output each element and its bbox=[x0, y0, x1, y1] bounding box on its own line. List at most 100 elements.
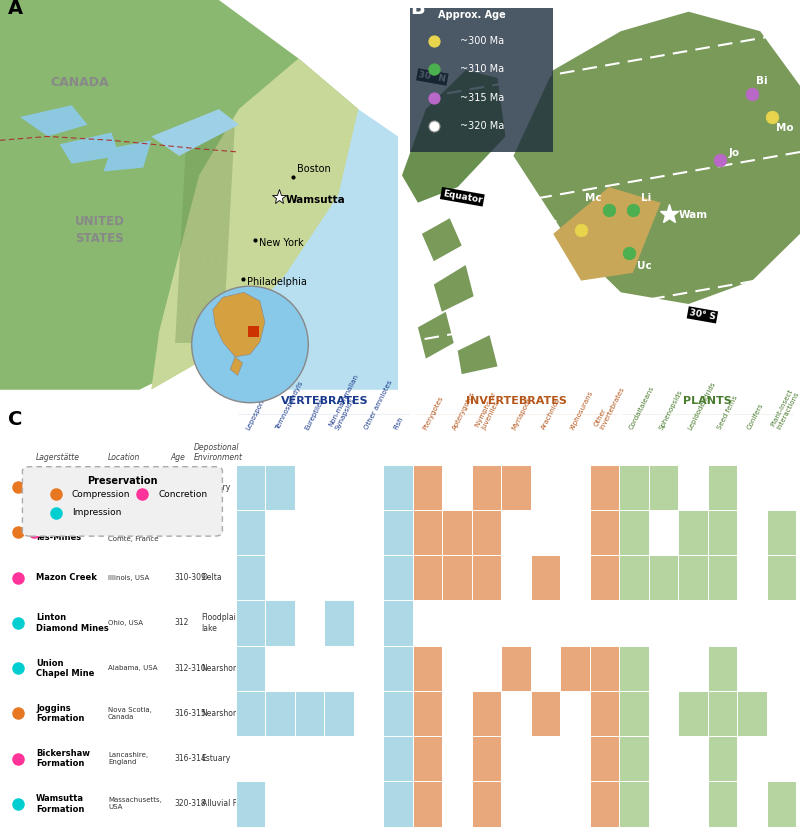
Text: Union
Chapel Mine: Union Chapel Mine bbox=[36, 659, 94, 678]
Bar bbox=[707, 736, 737, 782]
Text: Illinois, USA: Illinois, USA bbox=[108, 574, 150, 580]
Text: Cordaitaleans: Cordaitaleans bbox=[629, 386, 656, 431]
Bar bbox=[266, 736, 295, 782]
Bar bbox=[737, 464, 766, 510]
Bar bbox=[530, 600, 560, 645]
Text: Delta: Delta bbox=[202, 573, 222, 582]
Bar bbox=[383, 691, 413, 736]
Bar bbox=[766, 555, 796, 600]
Bar bbox=[707, 510, 737, 555]
Bar bbox=[707, 645, 737, 691]
Bar bbox=[560, 464, 590, 510]
Text: ~315 Ma: ~315 Ma bbox=[460, 93, 504, 103]
Text: B: B bbox=[410, 0, 425, 18]
Bar bbox=[236, 645, 266, 691]
Text: Linton
Diamond Mines: Linton Diamond Mines bbox=[36, 613, 109, 633]
Text: Joggins
Formation: Joggins Formation bbox=[36, 704, 84, 723]
Text: Bickershaw
Formation: Bickershaw Formation bbox=[36, 749, 90, 768]
Bar bbox=[737, 645, 766, 691]
Bar bbox=[649, 510, 678, 555]
Bar bbox=[678, 782, 707, 827]
Polygon shape bbox=[175, 124, 195, 343]
Text: Non-mammalian
Synapsids: Non-mammalian Synapsids bbox=[327, 373, 366, 431]
Bar bbox=[530, 782, 560, 827]
Bar bbox=[472, 555, 502, 600]
Bar bbox=[325, 782, 354, 827]
Bar bbox=[766, 645, 796, 691]
Text: Hq: Hq bbox=[542, 218, 558, 228]
Bar bbox=[619, 464, 649, 510]
Bar bbox=[737, 736, 766, 782]
Bar bbox=[737, 555, 766, 600]
Text: Ohio, USA: Ohio, USA bbox=[108, 620, 143, 626]
Bar bbox=[236, 510, 266, 555]
Polygon shape bbox=[60, 133, 119, 164]
Bar bbox=[737, 510, 766, 555]
Text: Approx. Age: Approx. Age bbox=[438, 9, 506, 19]
Bar bbox=[649, 555, 678, 600]
Text: Age: Age bbox=[170, 453, 186, 463]
Bar bbox=[236, 691, 266, 736]
Polygon shape bbox=[402, 70, 506, 203]
Bar bbox=[737, 782, 766, 827]
Bar bbox=[442, 555, 472, 600]
Polygon shape bbox=[199, 124, 219, 343]
Bar bbox=[266, 555, 295, 600]
Bar bbox=[530, 736, 560, 782]
Bar bbox=[502, 600, 530, 645]
Text: Location: Location bbox=[108, 453, 140, 463]
Bar bbox=[766, 464, 796, 510]
Polygon shape bbox=[554, 187, 661, 281]
Bar bbox=[619, 782, 649, 827]
Bar bbox=[472, 782, 502, 827]
Bar bbox=[678, 691, 707, 736]
Bar bbox=[354, 510, 383, 555]
Bar bbox=[413, 691, 442, 736]
Bar bbox=[590, 600, 619, 645]
Polygon shape bbox=[219, 109, 398, 390]
Text: Myriapods: Myriapods bbox=[510, 397, 532, 431]
Text: Boston: Boston bbox=[297, 164, 330, 175]
Polygon shape bbox=[191, 124, 211, 343]
Text: Depostional
Environment: Depostional Environment bbox=[194, 443, 242, 463]
Text: Bi: Bi bbox=[756, 76, 768, 86]
Text: ~310 Ma: ~310 Ma bbox=[460, 64, 504, 74]
Bar bbox=[325, 736, 354, 782]
Text: Lagerstätte: Lagerstätte bbox=[36, 453, 80, 463]
Polygon shape bbox=[422, 218, 462, 261]
Text: Montceau-
les-Mines: Montceau- les-Mines bbox=[36, 523, 86, 542]
Bar bbox=[383, 736, 413, 782]
Bar bbox=[325, 464, 354, 510]
Text: ~300 Ma: ~300 Ma bbox=[460, 36, 504, 46]
Bar bbox=[560, 600, 590, 645]
Polygon shape bbox=[458, 335, 498, 374]
Text: A: A bbox=[8, 0, 23, 18]
Polygon shape bbox=[207, 124, 227, 343]
Bar bbox=[266, 782, 295, 827]
Bar bbox=[236, 736, 266, 782]
Text: Bourgogne-
Franche-
Comte, France: Bourgogne- Franche- Comte, France bbox=[108, 523, 158, 543]
Text: Concretion: Concretion bbox=[158, 489, 207, 498]
Bar bbox=[325, 555, 354, 600]
Polygon shape bbox=[103, 140, 151, 171]
Bar bbox=[590, 464, 619, 510]
Bar bbox=[295, 510, 325, 555]
Bar bbox=[236, 555, 266, 600]
Bar bbox=[530, 464, 560, 510]
Bar bbox=[502, 691, 530, 736]
Text: Nearshore: Nearshore bbox=[202, 709, 242, 718]
Bar bbox=[590, 691, 619, 736]
Text: Seed ferns: Seed ferns bbox=[717, 395, 739, 431]
Text: Lepospondyls: Lepospondyls bbox=[246, 386, 272, 431]
Bar bbox=[442, 782, 472, 827]
Bar bbox=[766, 691, 796, 736]
Text: Hamilton
Quarry: Hamilton Quarry bbox=[36, 478, 79, 497]
Bar bbox=[442, 510, 472, 555]
Bar bbox=[560, 555, 590, 600]
Bar bbox=[295, 691, 325, 736]
Text: Preservation: Preservation bbox=[87, 476, 158, 486]
Text: Nymphs or
juveniles: Nymphs or juveniles bbox=[475, 391, 504, 431]
Bar bbox=[707, 464, 737, 510]
Bar bbox=[590, 510, 619, 555]
Text: Wamsutta: Wamsutta bbox=[286, 195, 346, 205]
